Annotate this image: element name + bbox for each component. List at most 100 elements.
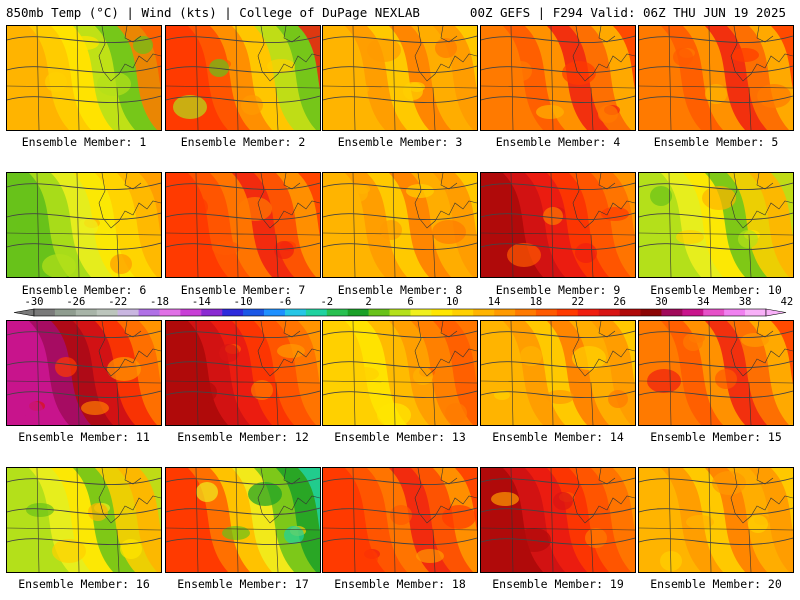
ensemble-member-map: [638, 172, 794, 278]
temperature-blob: [209, 59, 229, 77]
temperature-field: [7, 26, 161, 130]
map-boundaries: [639, 321, 793, 425]
temperature-field: [481, 26, 635, 130]
map-boundaries: [323, 26, 477, 130]
colorbar-swatch: [54, 309, 77, 316]
colorbar-tick-label: -14: [192, 296, 211, 308]
ensemble-member-caption: Ensemble Member: 19: [492, 577, 624, 591]
temperature-band: [455, 321, 477, 425]
colorbar-tick-label: 22: [571, 296, 584, 308]
ensemble-member-map: [6, 172, 162, 278]
colorbar-swatch: [75, 309, 98, 316]
colorbar-tick-label: 18: [530, 296, 543, 308]
height-contour: [166, 182, 320, 190]
map-boundaries: [323, 321, 477, 425]
temperature-band: [613, 26, 635, 130]
colorbar-swatch: [368, 309, 390, 316]
colorbar-tick-label: -10: [234, 296, 253, 308]
colorbar-tick-label: -30: [25, 296, 44, 308]
height-contour: [639, 182, 793, 190]
map-boundaries: [323, 173, 477, 277]
ensemble-member-caption: Ensemble Member: 10: [650, 283, 782, 297]
colorbar-swatch: [180, 309, 202, 316]
map-boundaries: [639, 173, 793, 277]
temperature-blob: [585, 528, 607, 548]
temperature-blob: [71, 36, 99, 50]
height-contour: [323, 537, 477, 545]
height-contour: [323, 242, 477, 250]
colorbar-swatch: [222, 309, 244, 316]
map-boundaries: [323, 468, 477, 572]
map-boundaries: [7, 26, 161, 130]
temperature-blob: [16, 218, 44, 232]
height-contour: [481, 212, 635, 220]
temperature-blob: [562, 61, 596, 85]
colorbar-tick-label: -6: [279, 296, 292, 308]
height-contour: [166, 65, 320, 73]
temperature-band: [117, 26, 161, 130]
temperature-band: [433, 26, 477, 130]
colorbar-swatch: [661, 309, 683, 316]
colorbar-swatch: [34, 309, 56, 316]
height-contour: [639, 477, 793, 485]
temperature-field: [323, 26, 477, 130]
temperature-blob: [748, 515, 768, 533]
temperature-blob: [491, 492, 519, 506]
temperature-blob: [731, 48, 759, 62]
ensemble-member-map: [165, 320, 321, 426]
temperature-band: [749, 173, 793, 277]
colorbar-tick-label: -18: [150, 296, 169, 308]
ensemble-member-map: [165, 467, 321, 573]
temperature-blob: [520, 346, 542, 366]
height-contour: [7, 507, 161, 515]
map-boundaries: [481, 26, 635, 130]
colorbar-swatch: [535, 309, 558, 316]
height-contour: [323, 330, 477, 338]
ensemble-member-caption: Ensemble Member: 18: [334, 577, 466, 591]
temperature-blob: [432, 220, 466, 244]
temperature-blob: [683, 333, 703, 351]
map-boundaries: [7, 468, 161, 572]
temperature-blob: [238, 197, 272, 221]
height-contour: [166, 507, 320, 515]
colorbar-swatch: [389, 309, 411, 316]
temperature-blob: [413, 367, 433, 385]
temperature-field: [7, 173, 161, 277]
temperature-blob: [241, 95, 263, 115]
temperature-blob: [673, 48, 693, 66]
temperature-blob: [23, 401, 43, 419]
temperature-blob: [42, 254, 76, 277]
ensemble-member-map: [322, 25, 478, 131]
temperature-band: [455, 173, 477, 277]
ensemble-member-caption: Ensemble Member: 16: [18, 577, 150, 591]
map-boundaries: [481, 468, 635, 572]
temperature-blob: [19, 36, 35, 46]
temperature-field: [323, 468, 477, 572]
ensemble-member-caption: Ensemble Member: 8: [337, 283, 463, 297]
height-contour: [7, 242, 161, 250]
colorbar-swatch: [745, 309, 767, 316]
colorbar-tick-label: -2: [320, 296, 333, 308]
temperature-blob: [78, 218, 98, 236]
temperature-blob: [267, 59, 295, 73]
temperature-band: [117, 173, 161, 277]
map-boundaries: [639, 468, 793, 572]
temperature-band: [139, 321, 161, 425]
ensemble-member-caption: Ensemble Member: 20: [650, 577, 782, 591]
temperature-blob: [120, 539, 142, 559]
temperature-blob: [248, 482, 282, 506]
temperature-blob: [377, 403, 411, 425]
ensemble-member-caption: Ensemble Member: 1: [21, 135, 147, 149]
temperature-blob: [367, 38, 401, 62]
height-contour: [481, 507, 635, 515]
temperature-blob: [277, 344, 305, 358]
height-contour: [481, 537, 635, 545]
colorbar-swatch: [159, 309, 181, 316]
ensemble-member-map: [480, 25, 636, 131]
temperature-field: [481, 173, 635, 277]
ensemble-member-map: [322, 467, 478, 573]
temperature-blob: [757, 84, 791, 108]
temperature-blob: [97, 72, 131, 96]
colorbar-swatch: [347, 309, 369, 316]
colorbar-tick-label: 30: [655, 296, 668, 308]
